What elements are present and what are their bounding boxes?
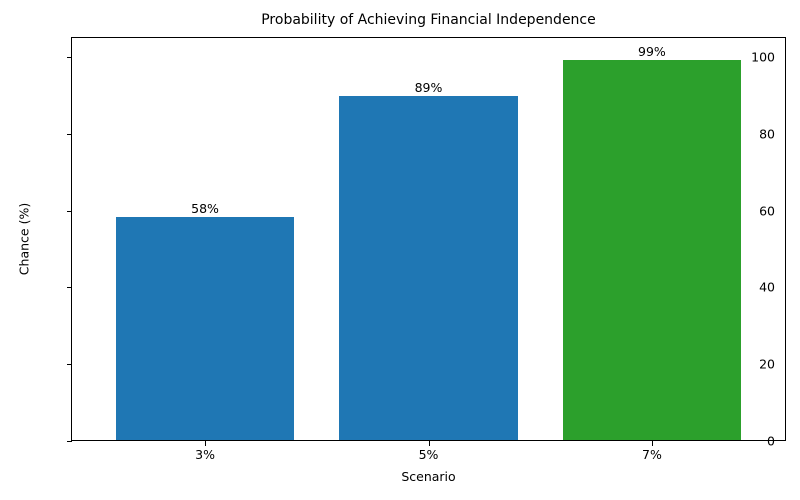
bar-value-label: 99% <box>638 43 666 59</box>
bar-value-label: 89% <box>414 80 443 96</box>
y-tick-label: 0 <box>767 433 775 449</box>
x-tick <box>651 441 653 446</box>
y-tick <box>67 441 72 442</box>
y-tick <box>67 287 72 289</box>
plot-area: 0 20 40 60 80 100 58% 3% 89% 5% 99% 7% <box>67 37 786 462</box>
y-axis-label: Chance (%) <box>16 202 32 276</box>
bar-7pct <box>562 59 742 440</box>
x-tick-label: 7% <box>642 447 662 462</box>
y-tick <box>67 57 72 58</box>
x-tick <box>428 441 430 446</box>
y-tick-label: 100 <box>751 49 775 65</box>
y-tick <box>67 133 72 135</box>
x-tick <box>205 441 207 446</box>
y-tick-label: 60 <box>759 203 775 219</box>
bar-3pct <box>115 217 295 440</box>
y-tick <box>67 210 72 212</box>
y-tick-label: 80 <box>759 126 775 142</box>
y-tick <box>67 364 72 366</box>
chart-title: Probability of Achieving Financial Indep… <box>261 12 596 28</box>
bar-5pct <box>339 96 518 440</box>
y-tick-label: 40 <box>759 279 775 295</box>
bar-value-label: 58% <box>191 201 219 217</box>
x-axis-label: Scenario <box>401 469 456 484</box>
y-tick-label: 20 <box>759 356 775 372</box>
x-tick-label: 5% <box>418 447 439 462</box>
x-tick-label: 3% <box>195 447 215 462</box>
